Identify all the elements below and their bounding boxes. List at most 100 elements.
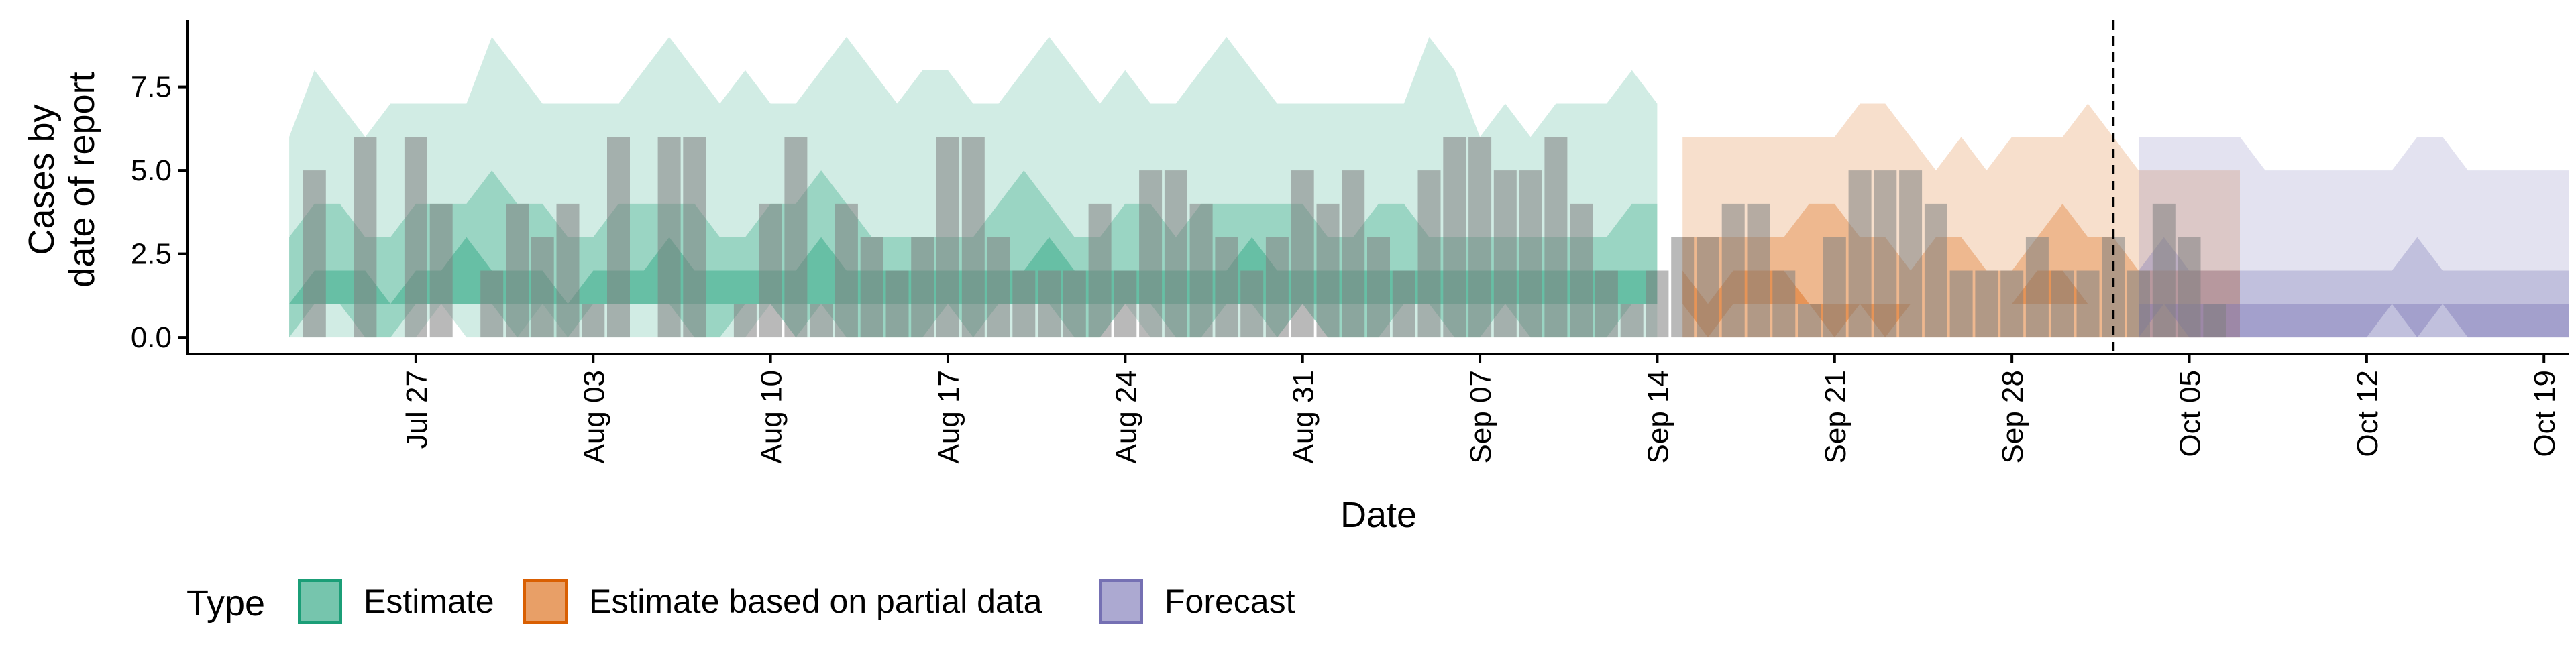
reported-case-bar	[759, 203, 782, 338]
x-tick-label: Oct 19	[2528, 370, 2561, 457]
reported-case-bar	[1924, 203, 1947, 338]
reported-case-bar	[1114, 270, 1137, 338]
reported-case-bar	[987, 237, 1010, 338]
x-tick-label: Sep 21	[1819, 370, 1852, 463]
reported-case-bar	[1417, 170, 1441, 338]
legend-label: Forecast	[1165, 583, 1295, 620]
reported-case-bar	[1874, 170, 1897, 338]
legend-swatch	[523, 579, 568, 624]
reported-case-bar	[810, 304, 833, 338]
reported-case-bar	[1392, 270, 1415, 338]
reported-case-bar	[354, 137, 377, 338]
reported-case-bar	[1697, 237, 1719, 338]
reported-case-bar	[1823, 237, 1846, 338]
reported-case-bar	[2127, 270, 2150, 338]
x-tick-label: Aug 31	[1287, 370, 1320, 463]
x-tick-label: Sep 07	[1464, 370, 1497, 463]
reported-case-bar	[1164, 170, 1187, 338]
x-tick-label: Aug 10	[755, 370, 788, 463]
reported-case-bar	[657, 137, 681, 338]
reported-case-bar	[1949, 270, 1973, 338]
reported-case-bar	[1646, 270, 1669, 338]
band-forecast-mid	[2139, 237, 2569, 338]
reported-case-bar	[1975, 270, 1998, 338]
bands-layer	[289, 36, 2569, 338]
legend-label: Estimate	[364, 583, 494, 620]
x-axis-title: Date	[1340, 495, 1417, 535]
reported-case-bar	[1772, 270, 1796, 338]
reported-case-bar	[1443, 137, 1466, 338]
reported-case-bar	[404, 137, 427, 338]
y-tick-label: 5.0	[131, 154, 172, 187]
reported-case-bar	[1265, 237, 1289, 338]
reported-case-bar	[1519, 170, 1542, 338]
reported-case-bar	[733, 304, 757, 338]
reported-case-bar	[1721, 203, 1745, 338]
bars-layer	[303, 137, 2226, 338]
x-tick-label: Jul 27	[400, 370, 433, 449]
reported-case-bar	[1595, 270, 1618, 338]
reported-case-bar	[1367, 237, 1390, 338]
reported-case-bar	[1240, 270, 1264, 338]
reported-case-bar	[860, 237, 883, 338]
legend-layer: Type Estimate Estimate based on partial da…	[186, 579, 1295, 624]
reported-case-bar	[556, 203, 580, 338]
reported-case-bar	[2178, 237, 2201, 338]
y-axis-title-line-1: Cases by	[21, 104, 62, 255]
reported-case-bar	[911, 237, 934, 338]
reported-case-bar	[2051, 270, 2074, 338]
y-tick-label: 0.0	[131, 321, 172, 354]
y-axis-title-line-2: date of report	[62, 72, 102, 287]
reported-case-bar	[885, 270, 909, 338]
band-forecast-inner	[2139, 304, 2569, 338]
reported-case-bar	[506, 203, 529, 338]
axes-layer: 0.0 2.5 5.0 7.5 Jul 27 Aug 03 Aug 10 Aug 17 Aug …	[21, 20, 2569, 535]
reported-case-bar	[1316, 203, 1340, 338]
reported-case-bar	[531, 237, 554, 338]
reported-case-bar	[1012, 270, 1036, 338]
reported-case-bar	[1620, 304, 1644, 338]
reported-case-bar	[1215, 237, 1238, 338]
band-forecast-outer	[2139, 137, 2569, 338]
reported-case-bar	[429, 203, 453, 338]
legend-title: Type	[186, 583, 265, 624]
x-tick-label: Sep 28	[1996, 370, 2029, 463]
x-tick-label: Aug 03	[578, 370, 610, 463]
reported-case-bar	[2025, 237, 2049, 338]
reported-case-bar	[607, 137, 630, 338]
y-tick-label: 2.5	[131, 238, 172, 271]
reported-case-bar	[936, 137, 959, 338]
reported-case-bar	[1468, 137, 1492, 338]
reported-case-bar	[1493, 170, 1517, 338]
reported-case-bar	[1342, 170, 1365, 338]
reported-case-bar	[835, 203, 858, 338]
legend-label: Estimate based on partial data	[589, 583, 1042, 620]
reported-case-bar	[2076, 270, 2100, 338]
legend-swatch	[298, 579, 342, 624]
reported-case-bar	[1747, 203, 1770, 338]
x-tick-label: Aug 17	[932, 370, 965, 463]
legend-swatch	[1099, 579, 1143, 624]
x-tick-label: Oct 05	[2174, 370, 2207, 457]
x-tick-label: Sep 14	[1642, 370, 1674, 463]
reported-case-bar	[2203, 304, 2226, 338]
reported-case-bar	[1671, 237, 1695, 338]
reported-case-bar	[2152, 203, 2176, 338]
reported-case-bar	[480, 270, 504, 338]
reported-case-bar	[1544, 137, 1568, 338]
y-tick-label: 7.5	[131, 71, 172, 104]
reported-case-bar	[1063, 270, 1086, 338]
reported-case-bar	[2000, 270, 2024, 338]
reported-case-bar	[1848, 170, 1872, 338]
reported-case-bar	[1291, 170, 1314, 338]
reported-case-bar	[683, 137, 706, 338]
reported-case-bar	[784, 137, 808, 338]
band-estimate-based-on-partial-data-outer	[1682, 103, 2240, 338]
reported-case-bar	[1088, 203, 1112, 338]
reported-case-bar	[1038, 270, 1061, 338]
reported-case-bar	[1139, 170, 1163, 338]
reported-case-bar	[582, 304, 605, 338]
reported-case-bar	[1899, 170, 1923, 338]
